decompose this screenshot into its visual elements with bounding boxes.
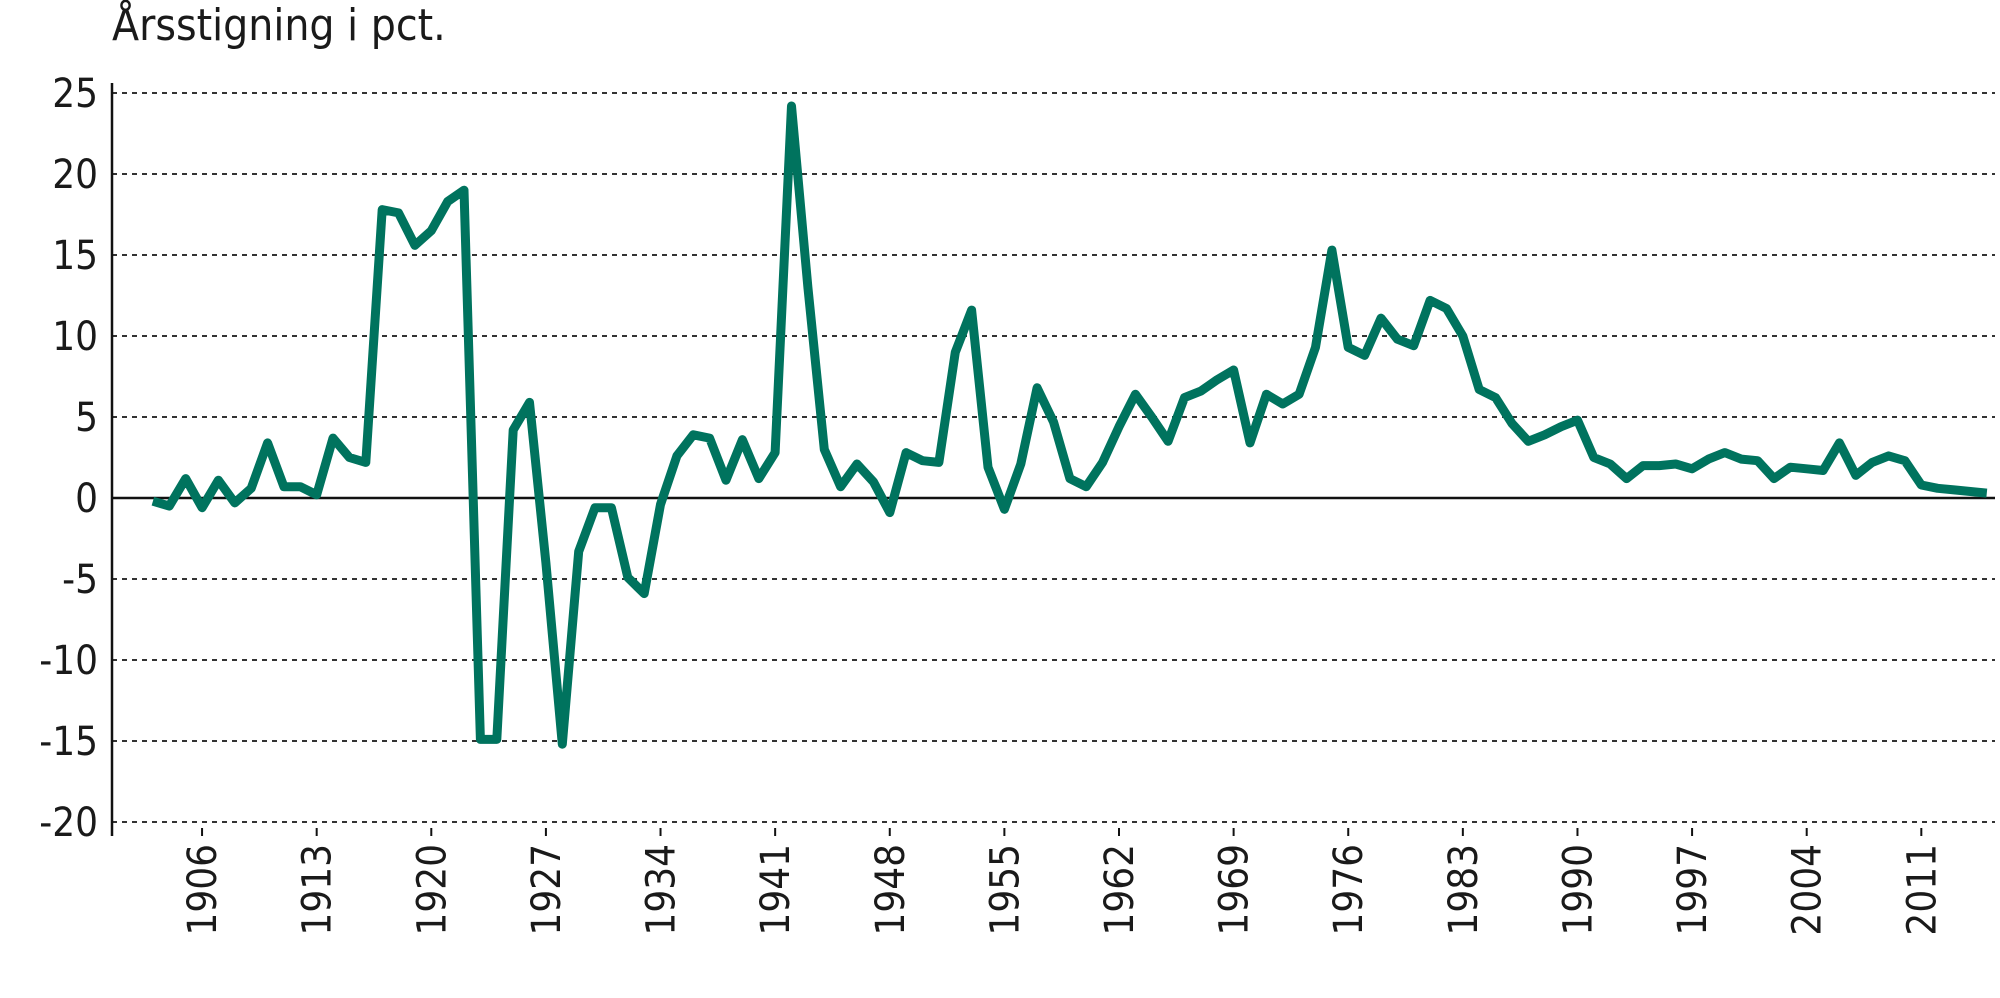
line-series bbox=[151, 101, 1988, 749]
y-tick-label: 25 bbox=[52, 71, 98, 117]
x-tick-label: 2004 bbox=[1785, 844, 1831, 936]
x-tick-label: 1941 bbox=[753, 844, 799, 936]
y-tick-label: -15 bbox=[39, 719, 98, 765]
x-tick-label: 1948 bbox=[868, 844, 914, 936]
y-tick-label: 0 bbox=[75, 476, 98, 522]
x-tick-label: 1906 bbox=[180, 844, 226, 936]
x-tick-label: 1976 bbox=[1326, 844, 1372, 936]
x-tick-label: 1927 bbox=[524, 844, 570, 936]
y-tick-label: -10 bbox=[39, 638, 98, 684]
x-tick-label: 2011 bbox=[1899, 844, 1945, 936]
x-tick-label: 1990 bbox=[1555, 844, 1601, 936]
x-tick-label: 1962 bbox=[1097, 844, 1143, 936]
y-tick-label: 20 bbox=[52, 152, 98, 198]
x-tick-label: 1934 bbox=[639, 844, 685, 936]
y-tick-label: -5 bbox=[62, 557, 98, 603]
chart-title: Årsstigning i pct. bbox=[112, 0, 446, 51]
y-tick-label: 5 bbox=[75, 395, 98, 441]
x-tick-label: 1920 bbox=[409, 844, 455, 936]
x-tick-label: 1955 bbox=[982, 844, 1028, 936]
x-tick-label: 1913 bbox=[295, 844, 341, 936]
x-tick-label: 1983 bbox=[1441, 844, 1487, 936]
x-tick-label: 1969 bbox=[1212, 844, 1258, 936]
y-tick-label: 10 bbox=[52, 314, 98, 360]
y-tick-label: -20 bbox=[39, 800, 98, 846]
y-tick-label: 15 bbox=[52, 233, 98, 279]
x-tick-label: 1997 bbox=[1670, 844, 1716, 936]
